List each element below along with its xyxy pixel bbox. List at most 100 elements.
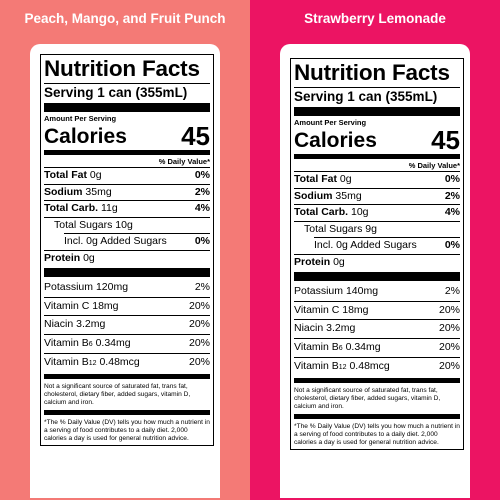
vitamin-name: Niacin xyxy=(294,322,324,334)
vitamin-row: Niacin 3.2mg 20% xyxy=(44,316,210,334)
nutrient-name: Protein xyxy=(294,255,331,268)
amount-per-serving: Amount Per Serving xyxy=(44,114,117,123)
vitamin-row: Vitamin B12 0.48mcg 20% xyxy=(44,354,210,373)
divider xyxy=(44,268,210,277)
vitamin-dv: 2% xyxy=(194,281,210,293)
nutrient-dv: 0% xyxy=(194,235,210,247)
amount-per-serving: Amount Per Serving xyxy=(294,118,367,127)
flavor-title: Strawberry Lemonade xyxy=(304,11,446,26)
nutrient-name: Total Fat xyxy=(44,169,87,181)
calories-row: Calories 45 xyxy=(44,123,210,149)
nutrient-row: Protein 0g xyxy=(294,255,460,271)
daily-value-header: % Daily Value* xyxy=(158,157,210,166)
vitamin-amount: 120mg xyxy=(95,281,129,293)
nutrient-row: Total Sugars 10g xyxy=(44,218,210,234)
nutrient-name: Total Carb. xyxy=(44,202,99,214)
not-significant-note: Not a significant source of saturated fa… xyxy=(44,382,191,406)
calories-value: 45 xyxy=(181,121,210,151)
label-title: Nutrition Facts xyxy=(44,56,200,81)
nutrient-dv: 0% xyxy=(444,239,460,251)
vitamin-name: Niacin xyxy=(44,318,74,330)
calories-row: Calories 45 xyxy=(294,127,460,153)
divider xyxy=(44,409,210,415)
vitamin-name: Potassium xyxy=(44,281,94,293)
nutrient-row: Sodium 35mg 2% xyxy=(294,189,460,205)
nutrient-dv: 4% xyxy=(444,206,460,218)
vitamin-row: Vitamin B6 0.34mg 20% xyxy=(44,335,210,354)
nutrient-amount: 10g xyxy=(115,218,133,231)
nutrient-dv: 2% xyxy=(194,185,210,198)
vitamin-name: Vitamin C xyxy=(294,303,340,316)
nutrient-amount: 0g xyxy=(89,169,102,181)
vitamin-name: Potassium xyxy=(294,285,344,297)
vitamin-dv: 20% xyxy=(188,336,210,349)
daily-value-footnote: *The % Daily Value (DV) tells you how mu… xyxy=(294,422,460,446)
divider xyxy=(44,150,210,155)
nutrient-row: Incl. 0g Added Sugars 0% xyxy=(44,234,210,250)
nutrient-name: Incl. 0g Added Sugars xyxy=(314,239,417,251)
divider xyxy=(44,373,210,379)
vitamin-row: Niacin 3.2mg 20% xyxy=(294,320,460,338)
serving-size: Serving 1 can (355mL) xyxy=(294,89,438,104)
vitamin-row: Potassium 140mg 2% xyxy=(294,283,460,301)
flavor-title: Peach, Mango, and Fruit Punch xyxy=(24,11,226,26)
nutrient-name: Incl. 0g Added Sugars xyxy=(64,235,167,247)
nutrient-row: Total Carb. 10g 4% xyxy=(294,205,460,221)
vitamin-name: Vitamin B xyxy=(44,356,89,368)
vitamin-name: Vitamin C xyxy=(44,299,90,312)
vitamin-subscript: 6 xyxy=(338,344,343,352)
vitamin-dv: 20% xyxy=(438,322,460,334)
nutrient-dv: 0% xyxy=(444,173,460,185)
divider xyxy=(294,107,460,116)
nutrient-amount: 0g xyxy=(339,173,352,185)
vitamin-dv: 20% xyxy=(188,299,210,312)
nutrient-row: Incl. 0g Added Sugars 0% xyxy=(294,238,460,254)
nutrient-dv: 0% xyxy=(194,169,210,181)
nutrient-amount: 35mg xyxy=(335,189,362,202)
vitamin-amount: 140mg xyxy=(345,285,379,297)
nutrient-name: Sodium xyxy=(294,189,333,202)
nutrition-card: Nutrition Facts Serving 1 can (355mL) Am… xyxy=(30,44,220,498)
nutrient-amount: 9g xyxy=(365,222,377,235)
vitamin-amount: 0.34mg xyxy=(345,340,381,353)
vitamin-subscript: 12 xyxy=(338,364,347,371)
calories-label: Calories xyxy=(294,129,377,152)
nutrient-name: Total Sugars xyxy=(304,222,363,235)
vitamin-dv: 20% xyxy=(438,360,460,372)
vitamin-name: Vitamin B xyxy=(44,336,89,349)
nutrient-amount: 35mg xyxy=(85,185,112,198)
vitamin-name: Vitamin B xyxy=(294,340,339,353)
nutrient-row: Total Sugars 9g xyxy=(294,222,460,238)
calories-value: 45 xyxy=(431,125,460,155)
vitamin-row: Vitamin C 18mg 20% xyxy=(294,302,460,320)
nutrition-label: Nutrition Facts Serving 1 can (355mL) Am… xyxy=(40,54,214,446)
calories-label: Calories xyxy=(44,125,127,148)
vitamin-dv: 20% xyxy=(438,303,460,316)
nutrient-name: Protein xyxy=(44,251,81,264)
nutrient-name: Sodium xyxy=(44,185,83,198)
divider xyxy=(294,272,460,281)
divider xyxy=(294,413,460,419)
vitamin-row: Vitamin B12 0.48mcg 20% xyxy=(294,358,460,377)
vitamin-amount: 3.2mg xyxy=(76,318,106,330)
vitamin-amount: 0.48mcg xyxy=(99,356,140,368)
divider xyxy=(294,154,460,159)
vitamin-subscript: 12 xyxy=(88,360,97,367)
nutrient-row: Total Fat 0g 0% xyxy=(44,168,210,184)
vitamin-dv: 2% xyxy=(444,285,460,297)
nutrition-card: Nutrition Facts Serving 1 can (355mL) Am… xyxy=(280,44,470,498)
nutrient-name: Total Sugars xyxy=(54,218,113,231)
vitamin-amount: 0.34mg xyxy=(95,336,131,349)
not-significant-note: Not a significant source of saturated fa… xyxy=(294,386,441,410)
nutrient-name: Total Carb. xyxy=(294,206,349,218)
nutrient-dv: 4% xyxy=(194,202,210,214)
vitamin-dv: 20% xyxy=(188,318,210,330)
vitamin-dv: 20% xyxy=(438,340,460,353)
nutrient-amount: 0g xyxy=(333,255,345,268)
vitamin-row: Vitamin B6 0.34mg 20% xyxy=(294,339,460,358)
vitamin-amount: 18mg xyxy=(342,303,369,316)
vitamin-amount: 3.2mg xyxy=(326,322,356,334)
vitamin-amount: 0.48mcg xyxy=(349,360,390,372)
nutrient-row: Sodium 35mg 2% xyxy=(44,185,210,201)
nutrient-amount: 0g xyxy=(83,251,95,264)
